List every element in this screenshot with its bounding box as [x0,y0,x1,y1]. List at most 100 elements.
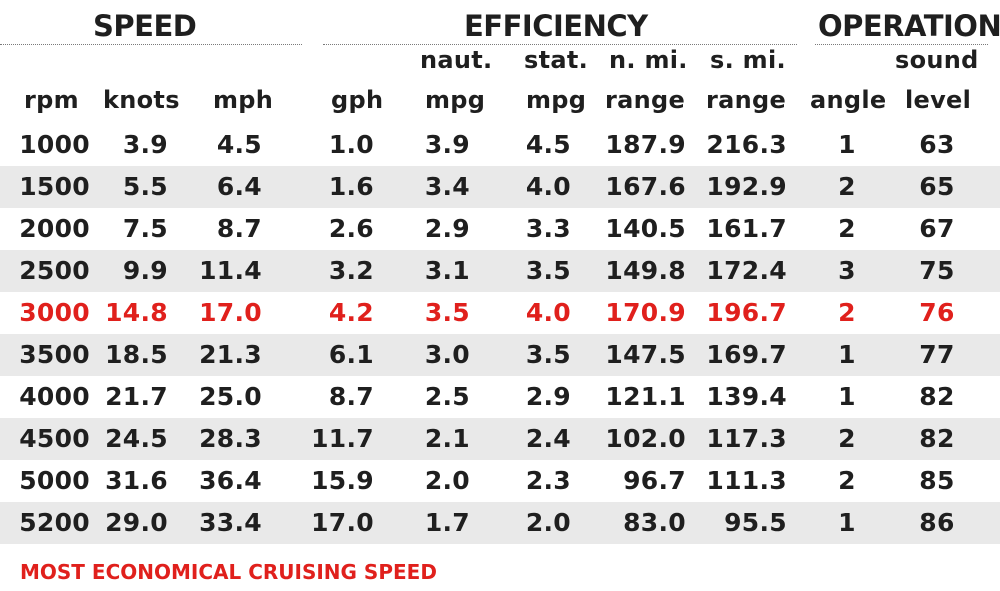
cell-gph: 2.6 [328,214,374,243]
cell-knots: 21.7 [105,382,168,411]
cell-angle: 2 [838,172,856,201]
cell-naut-mpg: 3.1 [424,256,470,285]
cell-smi-range: 172.4 [706,256,787,285]
cell-gph: 17.0 [311,508,374,537]
cell-naut-mpg: 2.1 [424,424,470,453]
col-header-mph: mph [213,86,274,114]
table-row: 4500 24.5 28.3 11.7 2.1 2.4 102.0 117.3 … [0,418,1000,460]
cell-mph: 11.4 [199,256,262,285]
table-row: 4000 21.7 25.0 8.7 2.5 2.9 121.1 139.4 1… [0,376,1000,418]
table-row: 5200 29.0 33.4 17.0 1.7 2.0 83.0 95.5 1 … [0,502,1000,544]
table-row: 1000 3.9 4.5 1.0 3.9 4.5 187.9 216.3 1 6… [0,124,1000,166]
cell-stat-mpg: 4.0 [525,172,571,201]
table-row-most-economical: 3000 14.8 17.0 4.2 3.5 4.0 170.9 196.7 2… [0,292,1000,334]
cell-sound: 82 [919,424,955,453]
cell-nmi-range: 102.0 [605,424,686,453]
cell-naut-mpg: 3.5 [424,298,470,327]
table-row: 2000 7.5 8.7 2.6 2.9 3.3 140.5 161.7 2 6… [0,208,1000,250]
cell-smi-range: 196.7 [706,298,787,327]
cell-sound: 67 [919,214,955,243]
cell-smi-range: 117.3 [706,424,787,453]
col-header-angle: angle [810,86,887,114]
cell-naut-mpg: 2.0 [424,466,470,495]
cell-sound: 75 [919,256,955,285]
group-title-operation: OPERATION [818,9,1000,43]
col-header-smi-range-top: s. mi. [710,46,786,74]
cell-smi-range: 139.4 [706,382,787,411]
cell-knots: 14.8 [105,298,168,327]
table-row: 2500 9.9 11.4 3.2 3.1 3.5 149.8 172.4 3 … [0,250,1000,292]
cell-mph: 33.4 [199,508,262,537]
cell-mph: 8.7 [216,214,262,243]
footnote-most-economical: MOST ECONOMICAL CRUISING SPEED [20,560,437,584]
group-header-efficiency: EFFICIENCY [323,8,797,45]
cell-nmi-range: 121.1 [605,382,686,411]
cell-naut-mpg: 3.0 [424,340,470,369]
cell-gph: 1.0 [328,130,374,159]
cell-naut-mpg: 2.9 [424,214,470,243]
cell-mph: 21.3 [199,340,262,369]
cell-nmi-range: 149.8 [605,256,686,285]
col-header-stat-mpg-top: stat. [524,46,589,74]
cell-stat-mpg: 4.0 [525,298,571,327]
cell-angle: 3 [838,256,856,285]
cell-knots: 9.9 [122,256,168,285]
cell-naut-mpg: 1.7 [424,508,470,537]
cell-nmi-range: 170.9 [605,298,686,327]
cell-smi-range: 169.7 [706,340,787,369]
table-row: 5000 31.6 36.4 15.9 2.0 2.3 96.7 111.3 2… [0,460,1000,502]
group-title-efficiency: EFFICIENCY [464,9,648,43]
cell-angle: 1 [838,340,856,369]
col-header-naut-mpg-top: naut. [420,46,493,74]
col-header-knots: knots [103,86,180,114]
col-header-rpm: rpm [24,86,79,114]
cell-gph: 4.2 [328,298,374,327]
cell-nmi-range: 147.5 [605,340,686,369]
cell-mph: 25.0 [199,382,262,411]
cell-stat-mpg: 3.5 [525,256,571,285]
cell-rpm: 3000 [19,298,90,327]
cell-gph: 11.7 [311,424,374,453]
col-header-nmi-range-top: n. mi. [609,46,688,74]
group-title-speed: SPEED [93,9,197,43]
col-header-stat-mpg: mpg [526,86,587,114]
cell-gph: 1.6 [328,172,374,201]
cell-rpm: 4000 [19,382,90,411]
cell-knots: 7.5 [122,214,168,243]
col-header-smi-range: range [706,86,787,114]
cell-smi-range: 95.5 [724,508,787,537]
cell-angle: 2 [838,466,856,495]
cell-sound: 77 [919,340,955,369]
cell-knots: 31.6 [105,466,168,495]
col-header-sound-top: sound [895,46,979,74]
cell-sound: 85 [919,466,955,495]
cell-smi-range: 192.9 [706,172,787,201]
cell-mph: 28.3 [199,424,262,453]
cell-sound: 86 [919,508,955,537]
cell-nmi-range: 167.6 [605,172,686,201]
cell-angle: 2 [838,298,856,327]
cell-smi-range: 111.3 [706,466,787,495]
cell-smi-range: 161.7 [706,214,787,243]
cell-nmi-range: 96.7 [623,466,686,495]
group-header-operation: OPERATION [815,8,1000,45]
group-header-speed: SPEED [0,8,302,45]
cell-mph: 4.5 [216,130,262,159]
cell-stat-mpg: 2.9 [525,382,571,411]
table-row: 3500 18.5 21.3 6.1 3.0 3.5 147.5 169.7 1… [0,334,1000,376]
cell-knots: 29.0 [105,508,168,537]
cell-angle: 2 [838,424,856,453]
cell-gph: 3.2 [328,256,374,285]
cell-stat-mpg: 4.5 [525,130,571,159]
cell-knots: 5.5 [122,172,168,201]
col-header-nmi-range: range [605,86,686,114]
cell-gph: 15.9 [311,466,374,495]
table-row: 1500 5.5 6.4 1.6 3.4 4.0 167.6 192.9 2 6… [0,166,1000,208]
cell-angle: 1 [838,508,856,537]
cell-sound: 76 [919,298,955,327]
cell-naut-mpg: 3.9 [424,130,470,159]
cell-stat-mpg: 3.5 [525,340,571,369]
cell-sound: 82 [919,382,955,411]
cell-angle: 2 [838,214,856,243]
cell-mph: 17.0 [199,298,262,327]
